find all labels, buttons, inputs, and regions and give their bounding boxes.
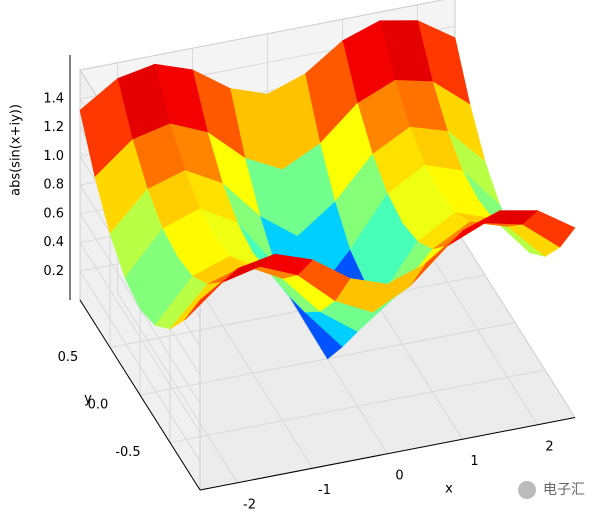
x-tick-label: 1 [470,454,478,469]
x-tick-label: 2 [545,439,553,454]
z-tick-label: 0.8 [43,178,64,193]
surface [79,20,576,360]
y-axis-line [79,299,201,491]
grid-line [79,271,201,462]
tick-mark [238,483,241,490]
z-tick-label: 1.2 [43,120,64,135]
tick-mark [388,454,391,461]
labels: -2 -1 0 1 2 -0.5 0.0 0.5 0.2 0.4 0.6 0.8 1.0 1.2 1.4 [43,91,553,512]
x-axis-line [199,417,576,491]
z-tick-label: 0.4 [43,235,64,250]
tick-mark [313,468,316,475]
tick-mark [102,348,110,350]
tick-mark [463,439,466,446]
z-tick-label: 1.0 [43,149,64,164]
tick-mark [132,395,140,397]
tick-mark [538,425,541,432]
z-axis-label: abs(sin(x+iy)) [9,104,24,196]
watermark-text: 电子汇 [543,482,585,498]
grid-line [109,274,486,348]
z-tick-label: 1.4 [43,91,64,106]
y-tick-label: -0.5 [115,445,140,460]
tick-mark [162,443,170,445]
x-tick-label: -2 [243,497,256,512]
watermark: 电子汇 [518,481,585,499]
z-tick-label: 0.6 [43,206,64,221]
grid-line [79,242,201,433]
watermark-icon [518,481,536,499]
surface-patch [184,268,238,320]
y-axis-label: y [84,392,92,407]
x-axis-label: x [445,482,453,497]
z-tick-label: 0.2 [43,264,64,279]
x-tick-label: 0 [395,468,403,483]
x-tick-label: -1 [318,483,331,498]
y-tick-label: 0.0 [88,398,109,413]
grid-line [169,369,546,443]
y-tick-label: 0.5 [58,350,79,365]
